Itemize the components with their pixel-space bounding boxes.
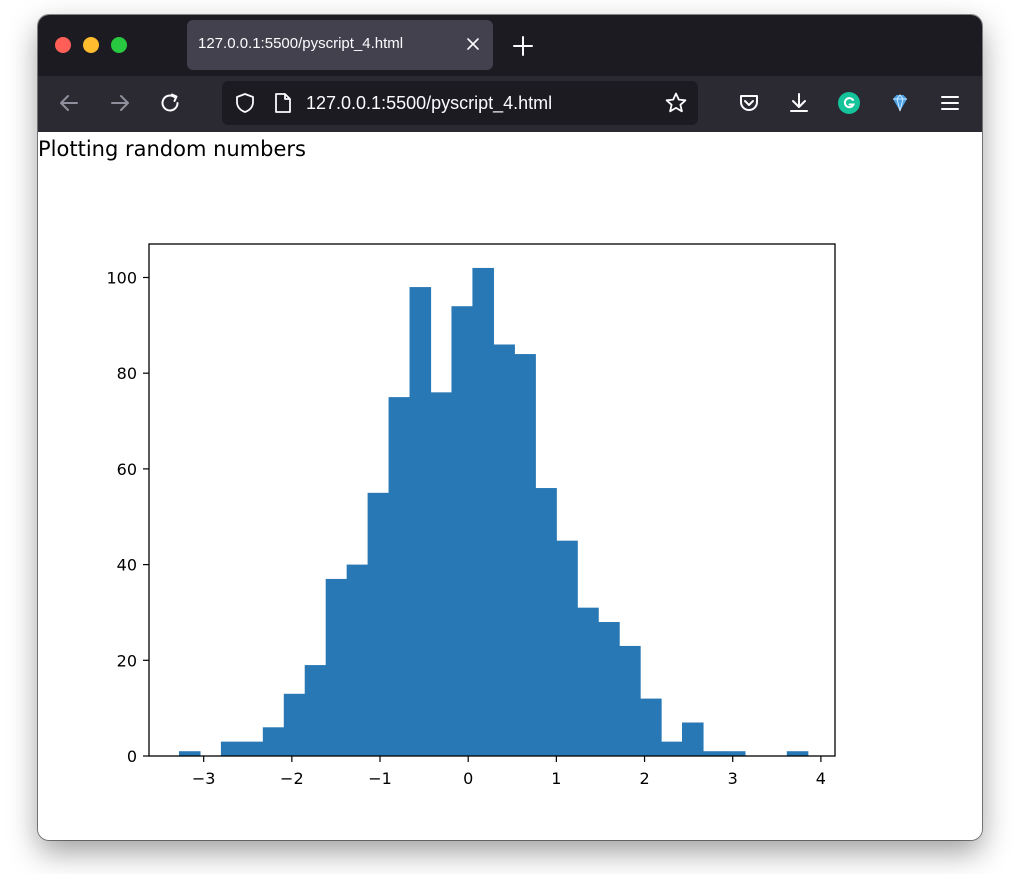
histogram-bar xyxy=(304,665,327,756)
grammarly-icon[interactable] xyxy=(837,91,861,115)
histogram-bar xyxy=(220,741,243,756)
browser-window: 127.0.0.1:5500/pyscript_4.html xyxy=(38,15,982,840)
x-tick-label: −1 xyxy=(368,769,392,788)
histogram-bar xyxy=(682,722,704,756)
histogram-bar xyxy=(241,741,264,756)
histogram-bar xyxy=(619,645,641,756)
tab-active[interactable]: 127.0.0.1:5500/pyscript_4.html xyxy=(187,20,493,70)
histogram-bar xyxy=(325,578,348,756)
histogram-bar xyxy=(472,267,494,756)
window-zoom-button[interactable] xyxy=(111,37,127,53)
shield-icon[interactable] xyxy=(234,92,256,114)
histogram-bar xyxy=(388,397,411,756)
navigation-toolbar: 127.0.0.1:5500/pyscript_4.html xyxy=(38,76,982,132)
plot-area xyxy=(148,243,836,757)
star-icon[interactable] xyxy=(664,91,688,115)
tab-close-icon[interactable] xyxy=(463,34,483,54)
x-tick-label: 4 xyxy=(816,769,826,788)
download-icon[interactable] xyxy=(787,91,811,115)
histogram-bar xyxy=(723,751,746,756)
window-minimize-button[interactable] xyxy=(83,37,99,53)
y-tick-label: 40 xyxy=(117,556,137,575)
y-tick-label: 100 xyxy=(106,268,137,287)
histogram-bar xyxy=(367,492,390,756)
histogram-bar xyxy=(577,607,599,756)
histogram-bar xyxy=(451,306,474,756)
histogram-bar xyxy=(535,488,557,756)
x-tick-label: −2 xyxy=(280,769,304,788)
tab-title: 127.0.0.1:5500/pyscript_4.html xyxy=(198,35,404,52)
page-icon xyxy=(275,93,291,113)
page-content: Plotting random numbers −3 −2 −1 0 1 2 3 4 0 20 40… xyxy=(38,132,982,840)
y-tick-label: 80 xyxy=(117,364,137,383)
extension-gem-icon[interactable] xyxy=(888,91,912,115)
histogram-bar xyxy=(702,751,725,756)
histogram-bar xyxy=(430,392,453,756)
x-tick-label: −3 xyxy=(192,769,216,788)
histogram-bar xyxy=(283,693,306,756)
histogram-bar xyxy=(178,751,201,756)
histogram-bar xyxy=(598,622,620,756)
y-tick-label: 60 xyxy=(117,460,137,479)
x-tick-label: 1 xyxy=(551,769,561,788)
page-text: Plotting random numbers xyxy=(38,137,306,161)
reload-icon[interactable] xyxy=(158,91,182,115)
histogram-bar xyxy=(493,344,515,756)
tab-bar: 127.0.0.1:5500/pyscript_4.html xyxy=(38,15,982,76)
x-tick-label: 0 xyxy=(463,769,473,788)
histogram-bar xyxy=(661,741,683,756)
new-tab-icon[interactable] xyxy=(512,35,534,57)
histogram-bar xyxy=(786,751,809,756)
histogram-bar xyxy=(346,564,369,756)
histogram-bar xyxy=(556,540,578,756)
url-text[interactable]: 127.0.0.1:5500/pyscript_4.html xyxy=(306,93,553,113)
histogram-bar xyxy=(409,287,432,756)
url-bar[interactable]: 127.0.0.1:5500/pyscript_4.html xyxy=(222,81,698,125)
histogram-bar xyxy=(514,354,536,756)
forward-arrow-icon[interactable] xyxy=(108,91,132,115)
x-tick-label: 2 xyxy=(639,769,649,788)
pocket-icon[interactable] xyxy=(737,91,761,115)
histogram-bar xyxy=(262,727,285,756)
window-close-button[interactable] xyxy=(55,37,71,53)
y-tick-label: 0 xyxy=(127,747,137,766)
y-tick-label: 20 xyxy=(117,651,137,670)
histogram-bar xyxy=(640,698,662,756)
hamburger-menu-icon[interactable] xyxy=(938,91,962,115)
x-tick-label: 3 xyxy=(728,769,738,788)
back-arrow-icon[interactable] xyxy=(57,91,81,115)
